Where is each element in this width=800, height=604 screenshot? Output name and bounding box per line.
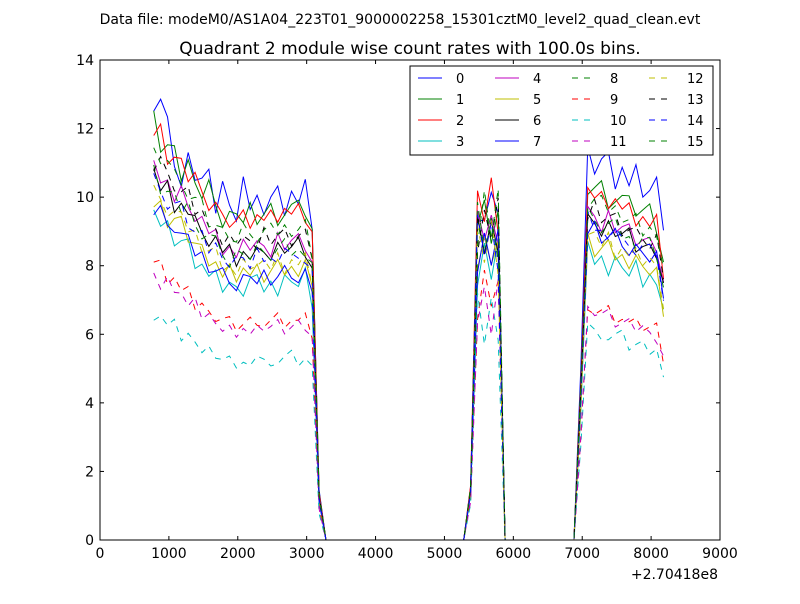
x-offset-label: +2.70418e8 [631,567,718,583]
legend-label-8: 8 [610,72,618,87]
y-tick-label: 4 [85,396,94,412]
legend-label-9: 9 [610,93,618,108]
y-tick-label: 10 [76,190,94,206]
series-line-15 [153,147,664,541]
legend-label-15: 15 [687,135,704,150]
legend-label-12: 12 [687,72,704,87]
series-line-13 [153,155,665,541]
legend-label-13: 13 [687,93,704,108]
x-tick-label: 4000 [358,546,394,562]
y-tick-label: 0 [85,533,94,549]
legend-label-1: 1 [456,93,464,108]
x-tick-label: 5000 [427,546,463,562]
x-tick-label: 3000 [289,546,325,562]
y-tick-label: 14 [76,53,94,69]
legend-label-4: 4 [533,72,541,87]
legend-label-6: 6 [533,114,541,129]
legend-label-14: 14 [687,114,704,129]
ticks-layer: 0 1000 2000 3000 4000 5000 6000 7000 8000 9000 0 2 4… [76,53,738,562]
legend-box [409,65,714,156]
legend-label-0: 0 [456,72,464,87]
y-tick-label: 6 [85,327,94,343]
legend-label-10: 10 [610,114,627,129]
x-tick-label: 7000 [564,546,600,562]
x-tick-label: 1000 [151,546,187,562]
legend-label-5: 5 [533,93,541,108]
x-tick-label: 0 [96,546,105,562]
y-tick-label: 2 [85,464,94,480]
x-tick-label: 8000 [633,546,669,562]
y-tick-label: 8 [85,259,94,275]
legend-label-2: 2 [456,114,464,129]
plot-frame [99,59,721,541]
x-tick-label: 9000 [702,546,738,562]
x-tick-label: 6000 [496,546,532,562]
legend-label-3: 3 [456,135,464,150]
legend-label-11: 11 [610,135,627,150]
chart-title: Quadrant 2 module wise count rates with … [179,39,640,59]
y-tick-label: 12 [76,122,94,138]
x-tick-label: 2000 [220,546,256,562]
figure-suptitle: Data file: modeM0/AS1A04_223T01_90000022… [100,12,701,28]
legend-label-7: 7 [533,135,541,150]
